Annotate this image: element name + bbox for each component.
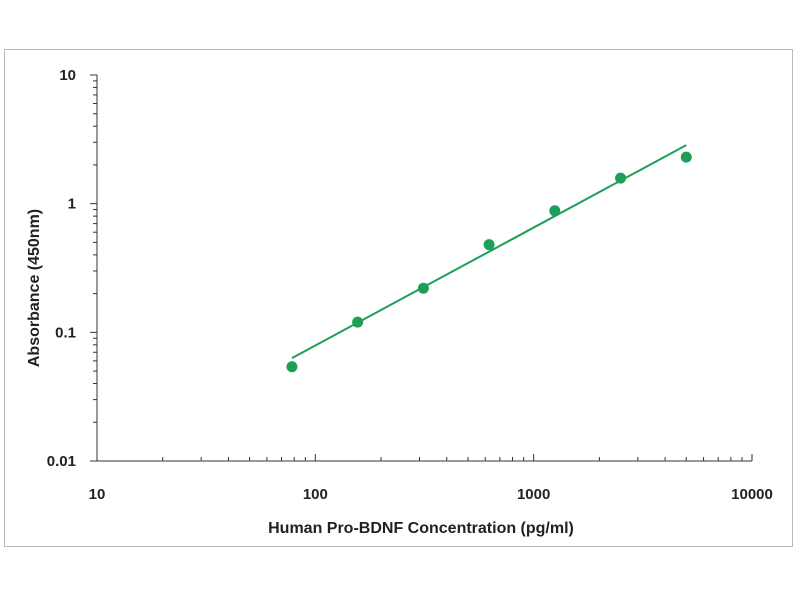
data-point (352, 316, 364, 328)
x-tick-label: 10000 (731, 486, 773, 503)
data-point (549, 205, 561, 217)
chart-frame (4, 49, 793, 547)
y-axis-label: Absorbance (450nm) (26, 209, 43, 367)
data-point (417, 282, 429, 294)
data-point (615, 172, 627, 184)
y-tick-label: 0.01 (47, 453, 76, 470)
data-point (680, 151, 692, 163)
x-tick-label: 1000 (517, 486, 550, 503)
y-tick-label: 0.1 (55, 324, 76, 341)
ticks (90, 74, 753, 462)
y-tick-label: 1 (68, 196, 76, 213)
tick-labels: 0.01 0.1 1 10 10 100 1000 10000 (47, 67, 773, 503)
fit-line (291, 144, 687, 360)
data-point (483, 239, 495, 251)
marks (286, 144, 692, 373)
x-tick-label: 100 (303, 486, 328, 503)
y-tick-label: 10 (59, 67, 76, 84)
x-tick-label: 10 (89, 486, 106, 503)
x-axis-label: Human Pro-BDNF Concentration (pg/ml) (268, 520, 574, 537)
data-point (286, 361, 298, 373)
axes (96, 75, 752, 462)
